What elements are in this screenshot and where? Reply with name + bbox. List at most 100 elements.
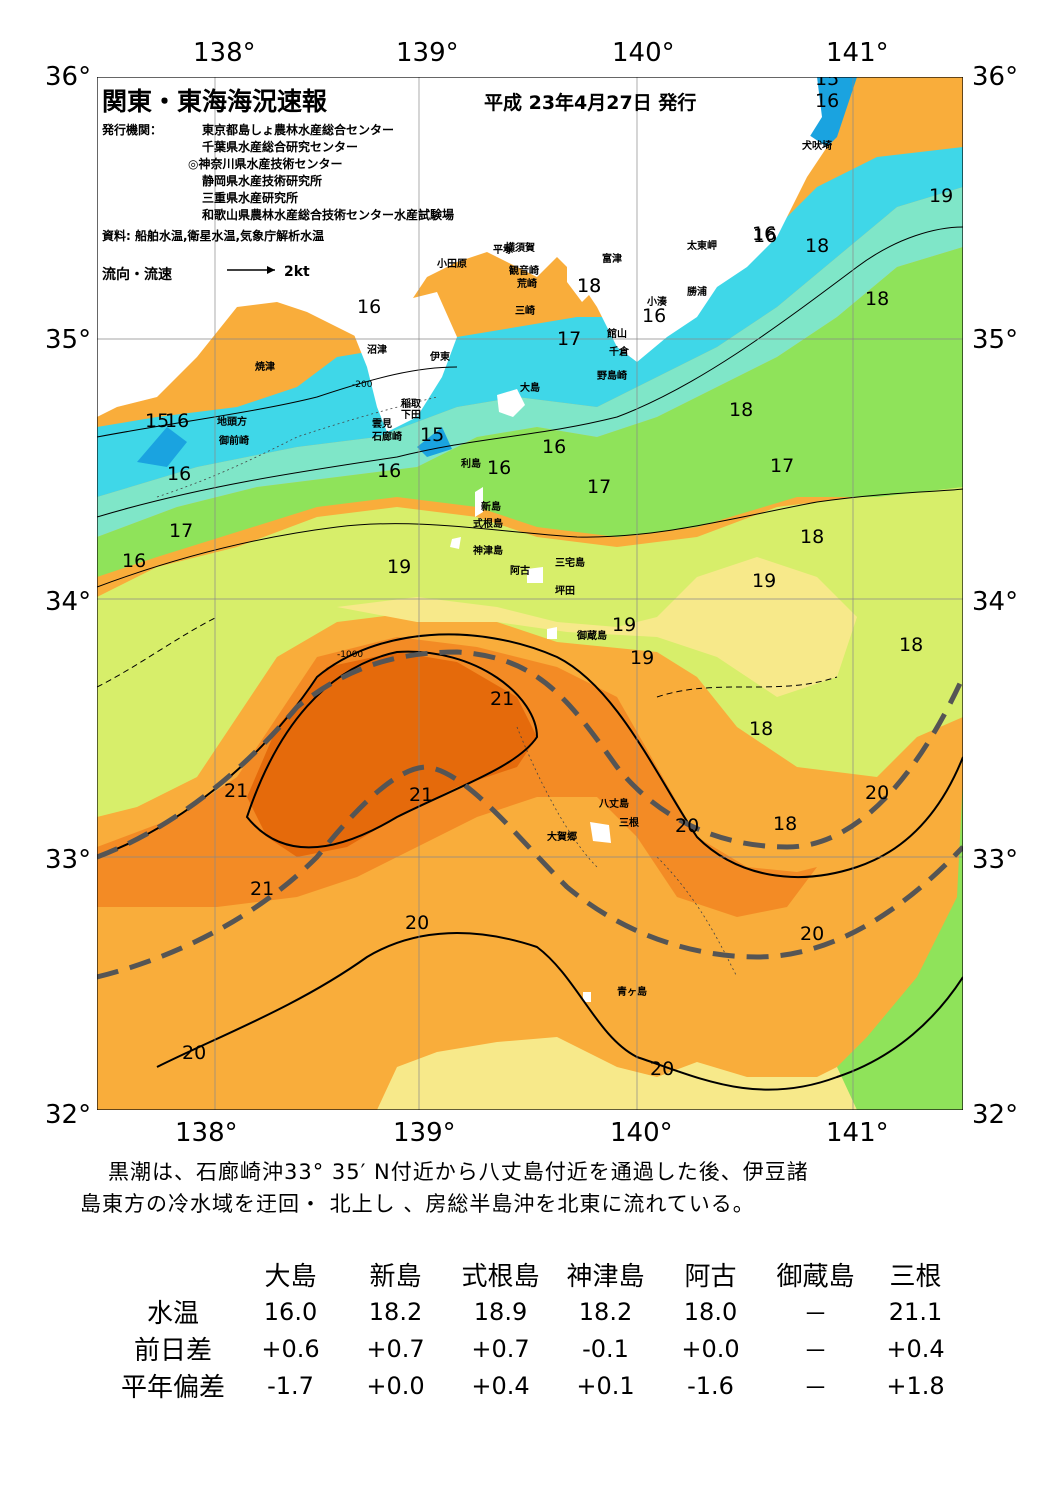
isotherm-label: 16 (357, 296, 381, 318)
table-row: 水温 16.0 18.2 18.9 18.2 18.0 － 21.1 (108, 1293, 963, 1330)
summary-line-2: 島東方の冷水域を迂回・ 北上し 、房総半島沖を北東に流れている。 (80, 1192, 755, 1216)
zone-18-north (97, 247, 963, 577)
place-label: 富津 (602, 252, 622, 265)
summary-text: 黒潮は、石廊崎沖33° 35′ N付近から八丈島付近を通過した後、伊豆諸 島東方… (80, 1156, 980, 1220)
isotherm-label: 15 (420, 424, 444, 446)
place-label: 三宅島 (555, 556, 585, 569)
isotherm-label: 16 (122, 550, 146, 572)
depth-200-contour (516, 726, 598, 868)
place-label: 伊東 (429, 350, 450, 363)
place-label: 勝浦 (687, 285, 707, 298)
lat-label-34-right: 34° (972, 587, 1019, 617)
table-cell: － (803, 1337, 828, 1365)
isotherm-label: 18 (729, 399, 753, 421)
publisher-org-2: 千葉県水産総合研究センター (202, 140, 359, 154)
place-label: 横須賀 (505, 241, 535, 254)
isotherm-16-line (97, 366, 458, 438)
land-boso (677, 77, 822, 292)
table-cell: +0.0 (366, 1371, 425, 1400)
zone-15-west (137, 427, 187, 467)
table-row: 平年偏差 -1.7 +0.0 +0.4 +0.1 -1.6 － +1.8 (108, 1367, 963, 1404)
table-cell: 16.0 (263, 1297, 318, 1326)
row-label: 水温 (146, 1299, 199, 1329)
place-label: 新島 (481, 500, 501, 513)
zone-19b-middle (337, 557, 857, 697)
isotherm-label: 18 (773, 813, 797, 835)
isotherm-label: 18 (749, 718, 773, 740)
land-izu-peninsula (347, 292, 457, 432)
place-label: 石廊崎 (371, 430, 402, 443)
isotherm-label: 17 (587, 476, 611, 498)
issue-date: 平成 23年4月27日 発行 (484, 92, 697, 114)
place-label: 観音崎 (509, 264, 539, 277)
table-cell: +0.4 (886, 1334, 945, 1363)
table-cell: -1.6 (687, 1371, 734, 1400)
lon-label-139-top: 139° (396, 38, 459, 68)
lat-label-36-right: 36° (972, 62, 1019, 92)
isotherm-18-line (97, 488, 963, 588)
isotherm-label: 19 (929, 185, 953, 207)
isotherm-label: 19 (387, 556, 411, 578)
lat-label-35-right: 35° (972, 325, 1019, 355)
isotherm-label: 16 (165, 410, 189, 432)
isotherm-label: 20 (405, 912, 429, 934)
flow-legend-label: 流向・流速 (102, 267, 172, 283)
isotherm-label: 18 (805, 235, 829, 257)
place-label: 式根島 (473, 517, 503, 530)
lon-label-141-bottom: 141° (826, 1118, 889, 1148)
isotherm-label: 16 (753, 225, 777, 247)
land-honshu (97, 77, 827, 417)
table-cell: +0.0 (681, 1334, 740, 1363)
flow-legend-speed: 2kt (284, 264, 310, 280)
place-label: 青ヶ島 (617, 985, 647, 998)
lat-label-33-left: 33° (45, 845, 92, 875)
place-label: 三根 (619, 816, 639, 829)
place-label: 小田原 (436, 257, 467, 270)
summary-line-1: 黒潮は、石廊崎沖33° 35′ N付近から八丈島付近を通過した後、伊豆諸 (108, 1160, 809, 1184)
isotherm-label: 20 (675, 815, 699, 837)
isotherm-label: 15 (145, 410, 169, 432)
table-cell: 18.2 (578, 1297, 633, 1326)
isotherm-label: 18 (865, 288, 889, 310)
place-label: 館山 (606, 327, 627, 340)
isotherm-label: 20 (865, 782, 889, 804)
isotherm-label: 16 (642, 305, 666, 327)
table-cell: +1.8 (886, 1371, 945, 1400)
publisher-org-6: 和歌山県農林水産総合技術センター水産試験場 (202, 208, 455, 222)
isotherm-label: 17 (169, 520, 193, 542)
island-aogashima (583, 992, 591, 1002)
table-cell: +0.1 (576, 1371, 635, 1400)
place-label: 大賀郷 (547, 830, 577, 843)
table-header-row: 大島 新島 式根島 神津島 阿古 御蔵島 三根 (108, 1256, 963, 1293)
lon-label-141-top: 141° (826, 38, 889, 68)
table-cell: － (803, 1374, 828, 1402)
isotherm-label: 21 (224, 780, 248, 802)
zone-17-north (97, 187, 963, 537)
depth-label: -1000 (337, 650, 363, 660)
island-oshima (497, 389, 525, 417)
place-label: 小湊 (646, 295, 668, 308)
zone-18-east (837, 637, 963, 1110)
scale-arrow (227, 266, 275, 274)
lon-label-140-top: 140° (612, 38, 675, 68)
place-label: 太東岬 (686, 239, 717, 252)
isotherm-20-south-line (156, 932, 963, 1091)
publisher-org-4: 静岡県水産技術研究所 (202, 174, 323, 188)
place-label: 大島 (520, 381, 540, 394)
isotherm-label: 18 (800, 526, 824, 548)
isotherm-19-dashed-east (656, 676, 838, 698)
isotherm-label: 20 (800, 923, 824, 945)
place-label: 野島崎 (597, 369, 627, 382)
isotherm-label: 21 (409, 784, 433, 806)
lat-label-36-left: 36° (45, 62, 92, 92)
zone-22-core (247, 652, 537, 857)
isotherm-label: 20 (650, 1058, 674, 1080)
table-cell: +0.4 (471, 1371, 530, 1400)
table-cell: － (803, 1300, 828, 1328)
isotherm-19-dashed (97, 616, 218, 688)
isotherm-label: 17 (557, 328, 581, 350)
island-hachijojima (590, 822, 611, 843)
isotherm-label: 16 (377, 460, 401, 482)
